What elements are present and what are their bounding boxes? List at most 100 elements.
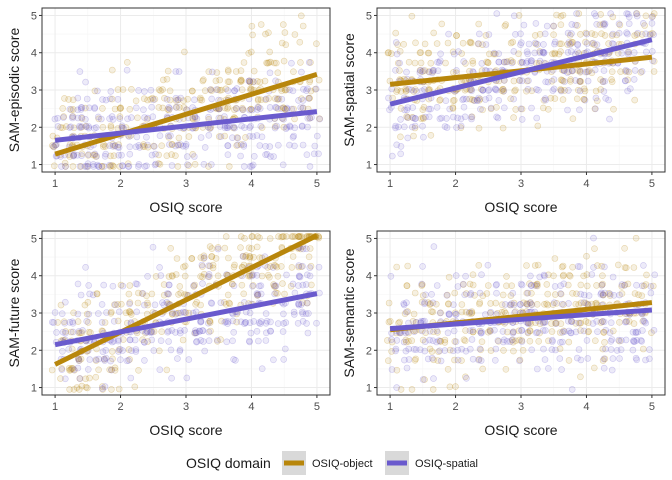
point-spatial: [283, 105, 291, 113]
point-spatial: [412, 115, 419, 122]
point-object: [551, 95, 559, 102]
point-object: [582, 38, 589, 46]
point-object: [272, 289, 280, 297]
point-spatial: [549, 87, 557, 94]
point-object: [224, 78, 232, 85]
x-tick-label: 1: [52, 178, 58, 190]
point-object: [566, 272, 574, 280]
point-spatial: [495, 97, 503, 104]
point-object: [574, 22, 581, 29]
point-object: [429, 308, 437, 316]
point-spatial: [462, 347, 470, 355]
point-spatial: [509, 328, 517, 336]
point-object: [582, 318, 590, 325]
point-object: [598, 30, 605, 38]
point-spatial: [575, 319, 583, 327]
point-spatial: [107, 95, 114, 103]
point-object: [477, 346, 485, 354]
point-object: [222, 85, 230, 93]
point-spatial: [510, 12, 518, 20]
point-object: [156, 347, 163, 355]
point-spatial: [462, 272, 469, 280]
point-object: [403, 113, 411, 120]
point-spatial: [206, 125, 214, 132]
y-tick-label: 4: [31, 48, 37, 60]
point-spatial: [468, 113, 475, 121]
point-spatial: [542, 78, 550, 86]
point-object: [111, 364, 119, 372]
point-spatial: [598, 289, 605, 297]
point-object: [238, 86, 246, 93]
point-spatial: [166, 281, 173, 289]
point-spatial: [256, 142, 264, 149]
point-object: [82, 375, 89, 383]
point-spatial: [167, 132, 174, 139]
point-object: [393, 86, 401, 93]
point-object: [271, 95, 279, 102]
point-spatial: [299, 141, 307, 149]
point-spatial: [626, 85, 634, 92]
point-object: [185, 162, 192, 169]
point-object: [281, 105, 289, 113]
point-spatial: [168, 327, 176, 334]
point-spatial: [443, 124, 451, 131]
point-spatial: [229, 134, 236, 141]
point-object: [631, 32, 639, 39]
point-object: [213, 69, 221, 76]
point-object: [206, 243, 214, 250]
point-spatial: [224, 142, 232, 149]
point-object: [402, 87, 410, 94]
point-spatial: [616, 355, 623, 362]
point-spatial: [66, 318, 74, 326]
point-object: [479, 41, 486, 49]
point-object: [140, 95, 148, 102]
point-object: [271, 283, 279, 290]
point-object: [557, 320, 565, 328]
point-spatial: [466, 327, 474, 335]
point-object: [567, 78, 574, 85]
point-object: [173, 310, 181, 317]
point-object: [180, 263, 187, 271]
point-spatial: [165, 290, 172, 298]
point-spatial: [290, 132, 298, 140]
point-spatial: [564, 29, 572, 37]
point-spatial: [459, 96, 466, 104]
trend-line-spatial: [389, 307, 653, 332]
point-object: [643, 271, 650, 279]
point-object: [582, 29, 590, 37]
point-object: [101, 355, 108, 363]
point-spatial: [299, 245, 307, 253]
point-spatial: [86, 104, 93, 112]
point-spatial: [298, 122, 306, 130]
point-object: [253, 243, 261, 251]
point-object: [142, 329, 149, 337]
point-spatial: [67, 123, 75, 131]
point-spatial: [95, 163, 103, 170]
point-object: [429, 68, 437, 75]
point-object: [428, 308, 435, 315]
point-spatial: [417, 67, 424, 74]
point-spatial: [461, 291, 469, 299]
point-spatial: [193, 338, 200, 346]
point-spatial: [607, 346, 615, 353]
point-object: [282, 41, 290, 49]
point-object: [449, 104, 457, 111]
point-spatial: [127, 374, 135, 382]
point-object: [109, 141, 117, 148]
point-spatial: [509, 329, 517, 337]
point-object: [467, 39, 475, 47]
point-spatial: [484, 87, 492, 94]
point-spatial: [460, 103, 468, 111]
point-object: [621, 264, 629, 271]
point-object: [567, 76, 574, 83]
point-object: [206, 262, 214, 270]
point-spatial: [610, 291, 618, 299]
point-spatial: [539, 319, 547, 327]
point-object: [564, 41, 571, 48]
point-spatial: [534, 328, 541, 336]
point-object: [559, 96, 567, 103]
point-object: [609, 327, 617, 335]
point-spatial: [237, 318, 245, 326]
point-spatial: [584, 68, 592, 75]
point-object: [484, 59, 492, 67]
